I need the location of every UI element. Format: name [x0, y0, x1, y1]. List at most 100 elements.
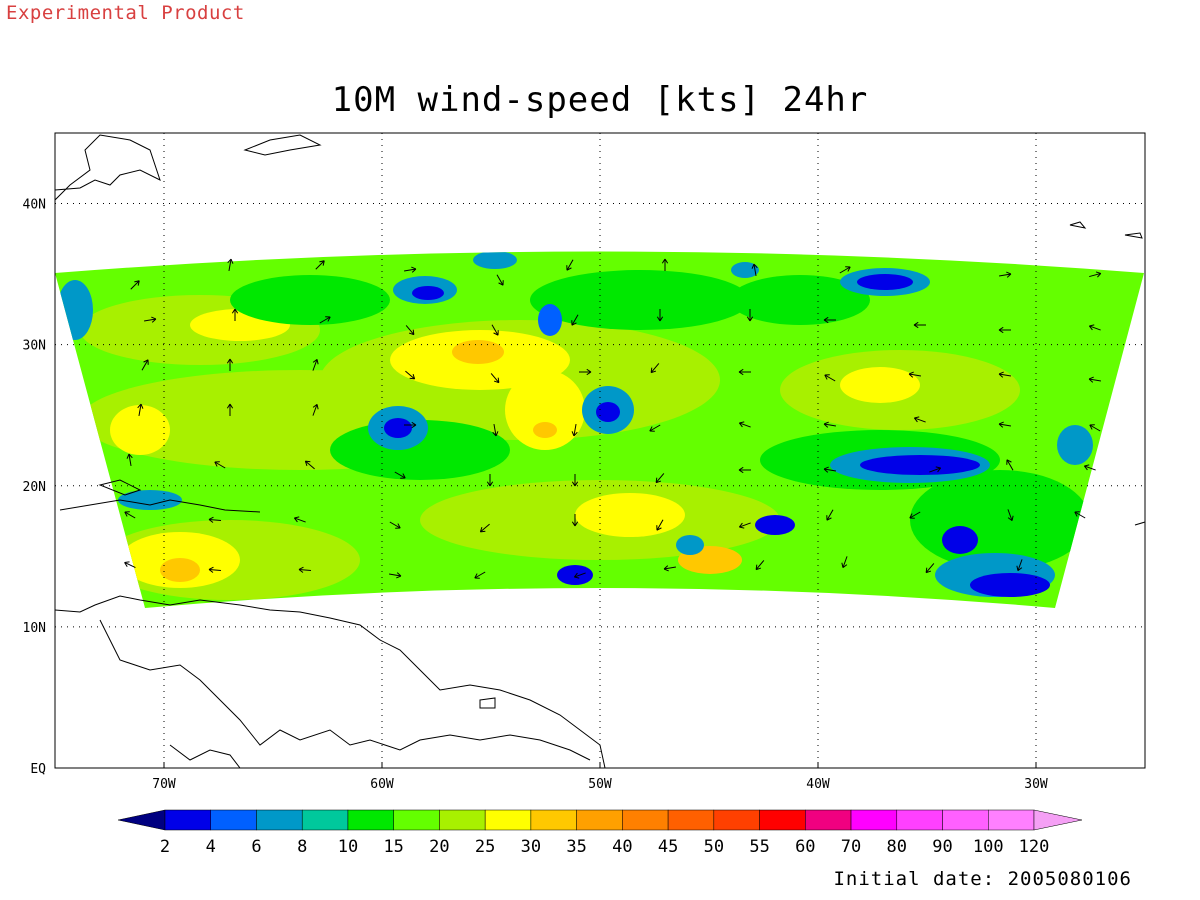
- wind-arrow: [312, 358, 319, 371]
- wind-arrow: [823, 466, 836, 473]
- graticule: [55, 133, 1145, 768]
- initial-date-label: Initial date: 2005080106: [833, 868, 1132, 890]
- colorbar-under-triangle: [117, 809, 166, 831]
- wind-arrow: [214, 461, 226, 469]
- lat-tick-label: 40N: [23, 198, 46, 213]
- wind-arrow: [1007, 509, 1014, 522]
- colorbar-label: 80: [887, 837, 907, 857]
- wind-arrow: [496, 274, 504, 286]
- wind-arrow: [571, 314, 579, 326]
- colorbar-label: 70: [841, 837, 861, 857]
- wind-arrow: [913, 416, 926, 423]
- wind-arrow: [474, 571, 486, 579]
- colorbar-label: 60: [795, 837, 815, 857]
- wind-arrow: [491, 324, 499, 336]
- wind-arrow: [319, 316, 331, 324]
- wind-arrow: [579, 368, 592, 376]
- wind-arrow: [824, 374, 836, 382]
- colorbar: 2 4 6 8 10 15 20 25 30 35 40 45 50 55 60 70 80 90 100 120: [117, 809, 1083, 857]
- colorbar-label: 50: [704, 837, 724, 857]
- colorbar-swatch: [301, 809, 349, 831]
- lat-tick-label: 20N: [23, 480, 46, 495]
- wind-arrow: [908, 371, 921, 378]
- wind-arrow: [738, 421, 751, 428]
- wind-arrow: [315, 260, 325, 270]
- wind-arrow: [755, 560, 765, 571]
- wind-arrow: [126, 453, 133, 466]
- colorbar-swatch: [805, 809, 852, 831]
- colorbar-swatch: [210, 809, 257, 831]
- wind-arrow: [823, 316, 836, 324]
- lat-tick-label: 10N: [23, 621, 46, 636]
- colorbar-label: 120: [1019, 837, 1050, 857]
- wind-arrow: [405, 325, 415, 336]
- wind-arrow: [492, 424, 499, 437]
- wind-arrow: [394, 471, 406, 479]
- colorbar-swatch: [484, 809, 532, 831]
- wind-arrow: [227, 258, 234, 271]
- wind-arrow: [137, 403, 144, 416]
- wind-arrow: [312, 403, 319, 416]
- wind-arrow: [208, 566, 222, 573]
- wind-arrow: [124, 561, 136, 568]
- colorbar-label: 90: [932, 837, 952, 857]
- colorbar-label: 55: [749, 837, 769, 857]
- wind-arrow: [999, 271, 1012, 278]
- colorbar-swatch: [850, 809, 898, 831]
- colorbar-swatch: [896, 809, 943, 831]
- wind-arrow: [479, 523, 490, 533]
- wind-arrow: [571, 474, 579, 487]
- wind-arrow: [1074, 511, 1086, 519]
- wind-arrow: [144, 316, 157, 323]
- wind-arrow: [925, 563, 935, 574]
- wind-arrow: [998, 371, 1011, 378]
- wind-arrow: [1089, 424, 1101, 432]
- wind-arrow: [1016, 559, 1023, 572]
- map-title: 10M wind-speed [kts] 24hr: [331, 80, 869, 120]
- colorbar-label: 4: [206, 837, 216, 857]
- wind-arrow: [124, 511, 136, 519]
- colorbar-label: 10: [338, 837, 358, 857]
- wind-arrow: [226, 403, 234, 416]
- colorbar-swatch: [942, 809, 989, 831]
- lon-tick-label: 30W: [1024, 777, 1048, 792]
- coastlines: [55, 134, 1145, 768]
- wind-arrow: [389, 572, 402, 579]
- lon-tick-label: 50W: [588, 777, 612, 792]
- lon-tick-label: 40W: [806, 777, 830, 792]
- wind-arrow: [738, 368, 751, 376]
- wind-arrow: [486, 474, 494, 487]
- colorbar-label: 45: [658, 837, 678, 857]
- wind-arrow: [650, 363, 660, 374]
- colorbar-swatch: [713, 809, 760, 831]
- wind-arrow: [751, 263, 758, 276]
- wind-arrow: [841, 556, 848, 569]
- wind-arrow: [490, 373, 500, 384]
- colorbar-swatch: [393, 809, 440, 831]
- experimental-product-label: Experimental Product: [6, 2, 245, 24]
- colorbar-swatch: [988, 809, 1035, 831]
- wind-arrow: [909, 511, 921, 519]
- colorbar-swatch: [439, 809, 486, 831]
- colorbar-swatch: [576, 809, 623, 831]
- wind-arrow: [649, 424, 661, 432]
- colorbar-label: 25: [475, 837, 495, 857]
- colorbar-swatch: [667, 809, 715, 831]
- lon-tick-label: 70W: [152, 777, 176, 792]
- colorbar-label: 100: [973, 837, 1004, 857]
- wind-arrow: [304, 460, 315, 470]
- wind-arrow: [298, 566, 312, 573]
- wind-arrow: [231, 308, 239, 321]
- wind-arrow: [656, 519, 664, 531]
- colorbar-label: 35: [566, 837, 586, 857]
- wind-arrow: [929, 466, 942, 473]
- lat-tick-label: 30N: [23, 339, 46, 354]
- wind-arrow: [573, 572, 586, 579]
- wind-arrow: [404, 421, 417, 429]
- wind-arrow: [566, 259, 574, 271]
- wind-arrow: [141, 359, 149, 371]
- wind-arrow: [1083, 464, 1096, 471]
- colorbar-swatch: [530, 809, 577, 831]
- wind-speed-field: [55, 251, 1144, 608]
- wind-arrow: [839, 266, 851, 274]
